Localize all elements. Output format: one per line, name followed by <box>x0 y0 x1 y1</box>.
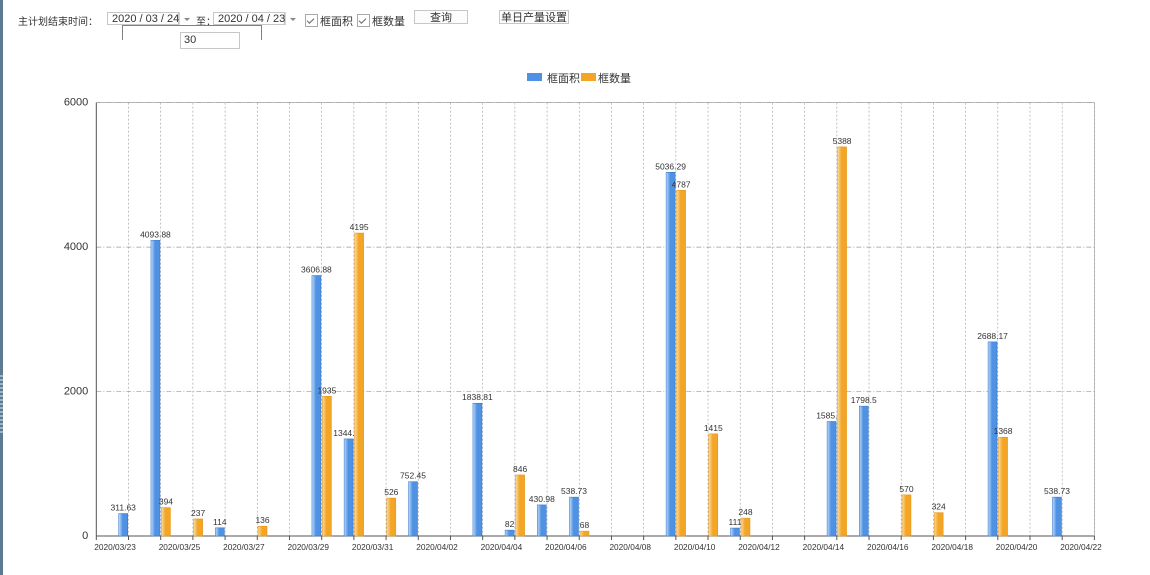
svg-text:2020/04/20: 2020/04/20 <box>996 542 1038 552</box>
svg-text:2020/03/23: 2020/03/23 <box>94 542 136 552</box>
svg-text:538.73: 538.73 <box>561 486 587 496</box>
svg-text:248: 248 <box>738 507 752 517</box>
svg-text:846: 846 <box>513 464 527 474</box>
svg-text:2020/04/08: 2020/04/08 <box>609 542 651 552</box>
svg-text:1798.5: 1798.5 <box>851 395 877 405</box>
svg-text:4093.88: 4093.88 <box>140 229 171 239</box>
svg-text:1415: 1415 <box>704 423 723 433</box>
svg-text:394: 394 <box>159 497 173 507</box>
svg-text:570: 570 <box>899 484 913 494</box>
svg-text:82: 82 <box>505 519 515 529</box>
svg-text:2688.17: 2688.17 <box>977 331 1008 341</box>
svg-text:111: 111 <box>729 517 742 527</box>
svg-text:4195: 4195 <box>350 222 369 232</box>
svg-text:1838.81: 1838.81 <box>462 392 493 402</box>
svg-text:5388: 5388 <box>833 136 852 146</box>
svg-text:114: 114 <box>213 517 227 527</box>
svg-text:2020/04/18: 2020/04/18 <box>931 542 973 552</box>
svg-text:538.73: 538.73 <box>1044 486 1070 496</box>
svg-text:2020/04/04: 2020/04/04 <box>481 542 523 552</box>
svg-text:5036.29: 5036.29 <box>655 161 686 171</box>
svg-text:6000: 6000 <box>64 97 88 109</box>
svg-text:237: 237 <box>191 508 205 518</box>
svg-text:526: 526 <box>384 487 398 497</box>
svg-text:324: 324 <box>932 502 946 512</box>
svg-text:2020/04/14: 2020/04/14 <box>803 542 845 552</box>
svg-text:752.45: 752.45 <box>400 471 426 481</box>
svg-text:1368: 1368 <box>994 426 1013 436</box>
svg-text:4000: 4000 <box>64 241 88 253</box>
svg-text:3606.88: 3606.88 <box>301 265 332 275</box>
svg-text:2020/04/16: 2020/04/16 <box>867 542 909 552</box>
svg-text:2020/04/22: 2020/04/22 <box>1060 542 1102 552</box>
svg-text:2000: 2000 <box>64 386 88 398</box>
svg-text:2020/03/27: 2020/03/27 <box>223 542 265 552</box>
svg-text:2020/04/02: 2020/04/02 <box>416 542 458 552</box>
svg-text:2020/04/06: 2020/04/06 <box>545 542 587 552</box>
svg-text:0: 0 <box>82 530 88 542</box>
svg-text:2020/03/29: 2020/03/29 <box>287 542 329 552</box>
svg-text:1935: 1935 <box>317 385 336 395</box>
svg-text:311.63: 311.63 <box>111 503 137 513</box>
svg-text:2020/04/12: 2020/04/12 <box>738 542 780 552</box>
svg-text:430.98: 430.98 <box>529 494 555 504</box>
svg-text:68: 68 <box>580 520 590 530</box>
svg-text:2020/03/31: 2020/03/31 <box>352 542 394 552</box>
svg-text:2020/03/25: 2020/03/25 <box>159 542 201 552</box>
svg-text:4787: 4787 <box>672 179 691 189</box>
svg-text:2020/04/10: 2020/04/10 <box>674 542 716 552</box>
svg-text:136: 136 <box>255 515 269 525</box>
